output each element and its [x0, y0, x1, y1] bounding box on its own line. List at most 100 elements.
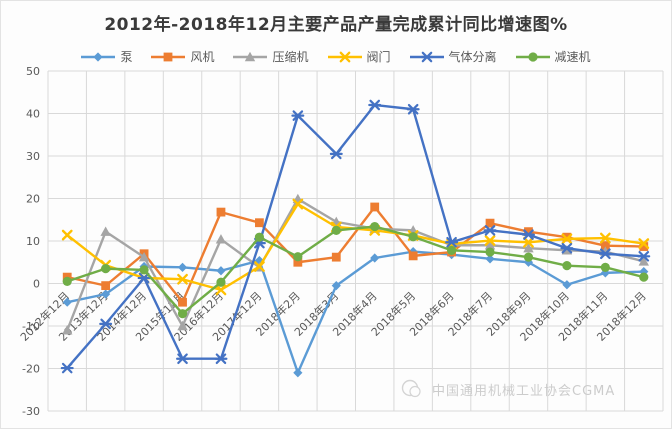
circle-marker [177, 309, 188, 319]
circle-marker [101, 264, 111, 274]
asterisk-marker [406, 103, 420, 115]
square-marker [370, 202, 380, 212]
y-tick-label: 20 [26, 193, 40, 206]
square-marker [164, 52, 173, 61]
circle-marker [562, 261, 572, 271]
asterisk-marker [329, 148, 343, 160]
triangle-marker [215, 234, 227, 244]
circle-marker [600, 262, 610, 272]
circle-marker [216, 277, 226, 287]
diamond-marker [485, 254, 495, 264]
circle-marker [62, 276, 72, 286]
diamond-marker [216, 266, 226, 276]
legend-label: 压缩机 [272, 50, 309, 64]
legend-label: 减速机 [554, 50, 591, 64]
legend-marker-triangle-icon [233, 51, 268, 61]
triangle-marker [138, 251, 150, 262]
x-marker [484, 235, 496, 246]
square-marker [101, 281, 111, 291]
legend-item-4: 气体分离 [409, 48, 497, 65]
asterisk-marker [214, 353, 228, 365]
y-tick-label: -10 [22, 320, 40, 333]
x-marker [561, 233, 573, 245]
asterisk-marker [445, 236, 459, 248]
diamond-marker [639, 267, 649, 277]
circle-marker [408, 232, 418, 242]
x-marker [177, 273, 188, 285]
circle-marker [639, 272, 649, 282]
diamond-marker [331, 281, 341, 291]
circle-marker [485, 247, 495, 257]
watermark: 中国通用机械工业协会CGMA [399, 378, 615, 400]
watermark-text: 中国通用机械工业协会CGMA [432, 383, 616, 399]
triangle-marker [62, 325, 73, 335]
y-tick-label: 30 [26, 150, 40, 163]
square-marker [524, 227, 533, 237]
circle-marker [523, 252, 534, 262]
diamond-marker [101, 289, 111, 299]
y-tick-label: 40 [26, 108, 40, 121]
circle-marker [254, 232, 265, 242]
x-marker [599, 232, 611, 244]
asterisk-marker [420, 51, 434, 62]
legend-label: 风机 [190, 50, 215, 64]
square-marker [562, 232, 572, 242]
square-marker [178, 297, 187, 307]
asterisk-marker [521, 229, 535, 240]
legend-item-1: 风机 [151, 48, 214, 65]
legend-label: 泵 [120, 50, 133, 64]
legend-marker-square-icon [151, 52, 186, 61]
x-marker [254, 261, 265, 272]
circle-marker [139, 265, 149, 275]
diamond-marker [177, 262, 188, 272]
series-4 [60, 99, 651, 374]
square-marker [639, 242, 649, 251]
square-marker [408, 251, 418, 261]
y-tick-label: -20 [22, 363, 40, 376]
circle-marker [446, 245, 457, 255]
legend-marker-circle-icon [515, 51, 550, 62]
diamond-marker [370, 253, 380, 263]
asterisk-marker [291, 110, 305, 121]
square-marker [600, 241, 610, 251]
square-marker [331, 252, 341, 262]
legend-item-5: 减速机 [515, 48, 591, 65]
square-marker [485, 218, 495, 228]
triangle-marker [638, 256, 649, 266]
legend-item-2: 压缩机 [233, 48, 309, 65]
chart-legend: 泵 风机 压缩机 阀门 气体分离 减速机 [1, 48, 671, 65]
x-marker [215, 284, 227, 296]
series-5 [62, 221, 649, 319]
diamond-marker [562, 280, 572, 290]
triangle-marker [484, 240, 496, 250]
cgma-logo-icon [401, 379, 421, 398]
x-marker [523, 236, 534, 248]
x-marker [339, 51, 350, 62]
legend-item-3: 阀门 [327, 48, 391, 65]
triangle-marker [100, 226, 111, 236]
asterisk-marker [176, 353, 190, 365]
asterisk-marker [598, 248, 612, 260]
asterisk-marker [368, 99, 382, 111]
triangle-marker [245, 51, 256, 61]
legend-marker-asterisk-icon [409, 51, 444, 62]
asterisk-marker [637, 251, 651, 262]
series-line [66, 250, 645, 374]
y-tick-label: 0 [33, 278, 40, 291]
circle-marker [293, 252, 303, 262]
chart-title: 2012年-2018年12月主要产品产量完成累计同比增速图% [104, 15, 568, 35]
asterisk-marker [60, 362, 74, 374]
diamond-marker [93, 51, 104, 62]
asterisk-marker [137, 272, 151, 284]
square-marker [255, 218, 264, 228]
triangle-marker [177, 320, 188, 331]
square-marker [216, 207, 226, 217]
diamond-marker [293, 368, 303, 378]
asterisk-marker [560, 242, 574, 254]
triangle-marker [523, 243, 534, 253]
square-marker [293, 257, 303, 267]
y-tick-label: -30 [22, 405, 40, 418]
legend-marker-x-icon [327, 51, 362, 62]
